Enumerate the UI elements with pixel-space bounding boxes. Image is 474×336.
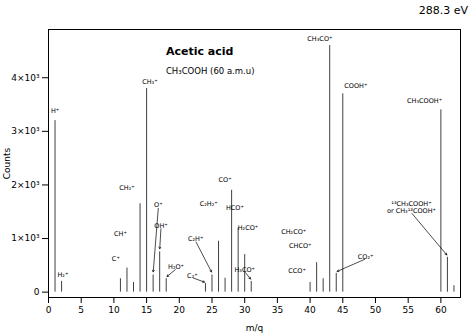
- svg-text:CH₃COOH (60 a.m.u): CH₃COOH (60 a.m.u): [166, 66, 255, 76]
- svg-text:15: 15: [141, 305, 152, 315]
- svg-text:C₂H₂⁺: C₂H₂⁺: [200, 200, 218, 208]
- svg-text:60: 60: [435, 305, 447, 315]
- svg-text:CO⁺: CO⁺: [219, 176, 232, 184]
- svg-text:45: 45: [337, 305, 348, 315]
- svg-text:COOH⁺: COOH⁺: [344, 82, 367, 90]
- svg-text:0: 0: [34, 287, 40, 297]
- svg-text:CH₃CO⁺: CH₃CO⁺: [307, 35, 332, 43]
- svg-text:CH₃COOH⁺: CH₃COOH⁺: [407, 97, 442, 105]
- svg-text:CH⁺: CH⁺: [114, 230, 127, 238]
- svg-text:5: 5: [78, 305, 84, 315]
- html-text:288.3 eV: 288.3 eV: [418, 4, 468, 17]
- svg-text:2×10³: 2×10³: [11, 180, 40, 190]
- svg-text:CH₃⁺: CH₃⁺: [142, 78, 157, 86]
- svg-text:CH₂⁺: CH₂⁺: [119, 184, 134, 192]
- svg-text:30: 30: [239, 305, 251, 315]
- svg-text:m/q: m/q: [246, 323, 264, 333]
- svg-text:H₃CO⁺: H₃CO⁺: [234, 266, 255, 274]
- svg-text:1×10³: 1×10³: [11, 233, 40, 243]
- svg-text:CHCO⁺: CHCO⁺: [289, 242, 312, 250]
- svg-text:10: 10: [108, 305, 120, 315]
- svg-text:CH₂CO⁺: CH₂CO⁺: [281, 228, 306, 236]
- svg-text:CO₂⁺: CO₂⁺: [358, 253, 374, 261]
- svg-text:HCO⁺: HCO⁺: [226, 204, 244, 212]
- svg-text:H⁺: H⁺: [51, 107, 59, 115]
- svg-text:OH⁺: OH⁺: [154, 222, 167, 230]
- svg-text:O⁺: O⁺: [154, 201, 163, 209]
- svg-text:20: 20: [174, 305, 186, 315]
- svg-text:H₂CO⁺: H₂CO⁺: [238, 224, 259, 232]
- svg-text:Acetic acid: Acetic acid: [166, 45, 233, 58]
- svg-text:C₂H⁺: C₂H⁺: [188, 235, 203, 243]
- svg-text:H₂⁺: H₂⁺: [57, 271, 68, 279]
- svg-text:40: 40: [304, 305, 316, 315]
- svg-text:C₂⁺: C₂⁺: [187, 272, 198, 280]
- svg-text:3×10³: 3×10³: [11, 126, 40, 136]
- svg-text:55: 55: [402, 305, 413, 315]
- svg-text:C⁺: C⁺: [112, 255, 120, 263]
- svg-text:25: 25: [206, 305, 217, 315]
- svg-text:4×10³: 4×10³: [11, 73, 40, 83]
- svg-text:Counts: Counts: [2, 147, 12, 179]
- svg-text:¹³CH₃COOH⁺or CH₃¹³COOH⁺: ¹³CH₃COOH⁺or CH₃¹³COOH⁺: [387, 200, 436, 215]
- svg-text:0: 0: [46, 305, 52, 315]
- svg-text:50: 50: [370, 305, 382, 315]
- svg-text:H₂O⁺: H₂O⁺: [168, 263, 184, 271]
- svg-text:CCO⁺: CCO⁺: [288, 267, 306, 275]
- svg-text:35: 35: [272, 305, 283, 315]
